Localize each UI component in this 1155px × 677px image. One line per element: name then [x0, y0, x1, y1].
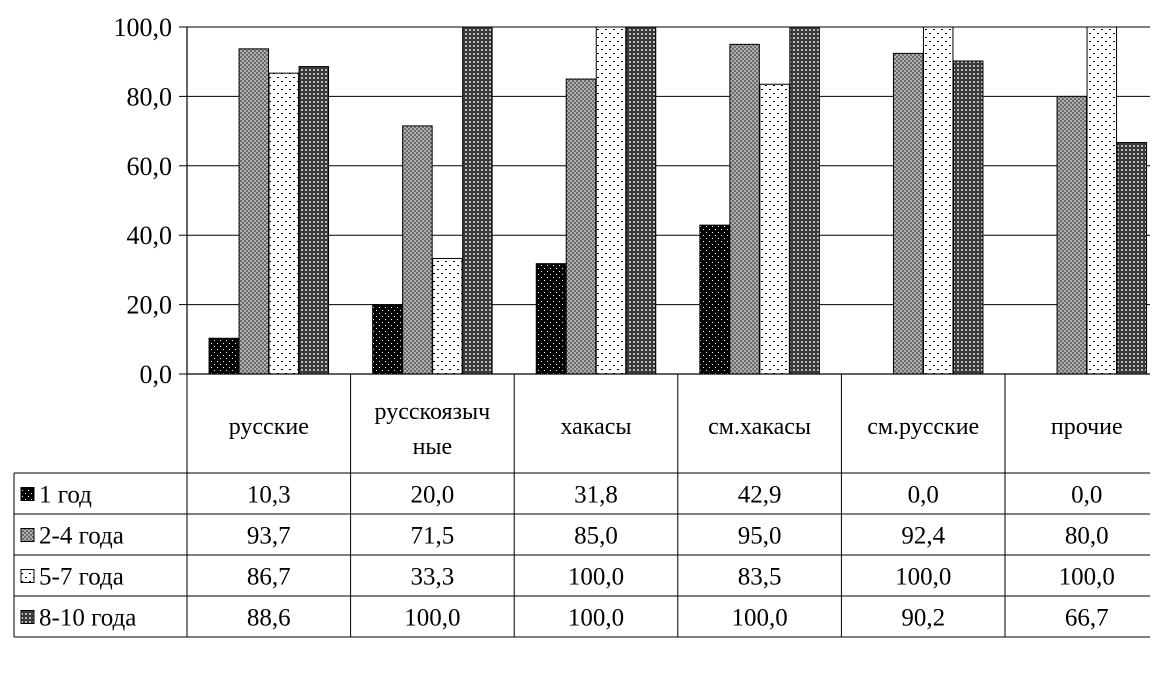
- data-label: 10,3: [247, 482, 291, 509]
- category-label: см.русские: [867, 414, 979, 440]
- bar: [432, 257, 463, 375]
- data-label: 86,7: [247, 564, 291, 591]
- data-label: 83,5: [738, 564, 782, 591]
- data-label: 100,0: [895, 564, 951, 591]
- bar: [1056, 95, 1088, 375]
- data-label: 100,0: [404, 605, 460, 632]
- data-label: 100,0: [568, 564, 624, 591]
- y-tick-label: 0,0: [140, 360, 173, 389]
- data-label: 0,0: [908, 482, 939, 509]
- gridlines: [187, 26, 1150, 306]
- data-label: 85,0: [574, 523, 618, 550]
- data-label: 66,7: [1065, 605, 1109, 632]
- category-label: хакасы: [560, 414, 631, 440]
- data-label: 100,0: [568, 605, 624, 632]
- bar: [402, 125, 433, 375]
- bar: [729, 43, 760, 375]
- bar: [462, 26, 493, 375]
- bar: [535, 263, 567, 375]
- bar: [625, 26, 657, 375]
- bar: [892, 52, 924, 375]
- bar: [238, 48, 270, 375]
- data-label: 100,0: [731, 605, 787, 632]
- data-label: 90,2: [901, 605, 945, 632]
- data-table: русские русскоязыч ные хакасы см.хакасы см.ру…: [13, 374, 1150, 638]
- bar: [699, 224, 730, 375]
- bar: [372, 304, 403, 375]
- data-label: 33,3: [411, 564, 455, 591]
- bar: [565, 78, 597, 375]
- bar: [298, 66, 330, 375]
- data-label: 42,9: [738, 482, 782, 509]
- legend-swatch: [20, 528, 35, 542]
- legend-label: 8-10 года: [39, 605, 136, 632]
- bar: [952, 60, 984, 375]
- y-tick-label: 40,0: [127, 221, 173, 250]
- data-label: 88,6: [247, 605, 291, 632]
- bar: [1086, 26, 1118, 375]
- bar: [922, 26, 954, 375]
- category-label: см.хакасы: [708, 414, 811, 440]
- bar: [268, 72, 300, 375]
- bars: [208, 26, 1148, 375]
- category-label: русские: [229, 414, 309, 440]
- axes: 0,0 20,0 40,0 60,0 80,0 100,0: [114, 13, 1150, 389]
- data-label: 31,8: [574, 482, 618, 509]
- bar: [208, 337, 240, 375]
- y-tick-label: 100,0: [114, 13, 173, 42]
- legend-label: 2-4 года: [39, 523, 124, 550]
- y-tick-label: 60,0: [127, 152, 173, 181]
- legend-label: 5-7 года: [39, 564, 124, 591]
- legend-swatch: [20, 487, 35, 501]
- data-label: 71,5: [411, 523, 455, 550]
- y-tick-label: 80,0: [127, 82, 173, 111]
- legend-swatch: [20, 610, 35, 624]
- legend-label: 1 год: [39, 482, 92, 509]
- category-label: прочие: [1051, 414, 1123, 440]
- data-label: 93,7: [247, 523, 291, 550]
- y-tick-label: 20,0: [127, 291, 173, 320]
- category-label: русскоязыч ные: [375, 399, 491, 460]
- data-label: 20,0: [411, 482, 455, 509]
- bar: [595, 26, 627, 375]
- data-label: 95,0: [738, 523, 782, 550]
- legend-swatch: [20, 569, 35, 583]
- bar: [1116, 142, 1148, 375]
- data-label: 80,0: [1065, 523, 1109, 550]
- data-label: 92,4: [901, 523, 945, 550]
- bar: [789, 26, 820, 375]
- data-label: 0,0: [1071, 482, 1102, 509]
- bar: [759, 83, 790, 375]
- data-label: 100,0: [1059, 564, 1115, 591]
